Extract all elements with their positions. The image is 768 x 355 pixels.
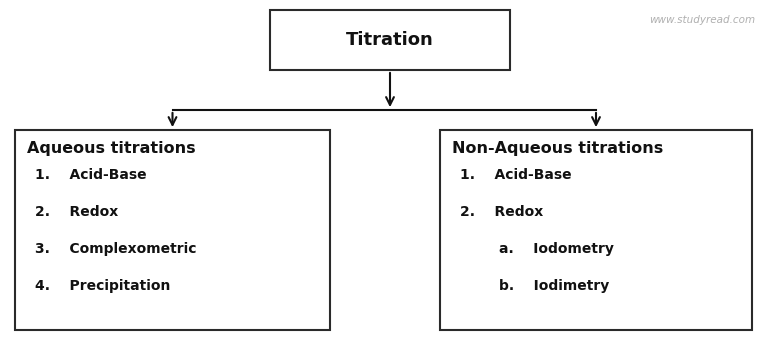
Bar [440,130,752,330]
Text: a.    Iodometry: a. Iodometry [460,242,614,256]
Text: Non-Aqueous titrations: Non-Aqueous titrations [452,141,664,155]
Text: 4.    Precipitation: 4. Precipitation [35,279,170,293]
Text: 1.    Acid-Base: 1. Acid-Base [460,168,571,182]
Text: 3.    Complexometric: 3. Complexometric [35,242,197,256]
Bar [270,10,510,70]
Text: www.studyread.com: www.studyread.com [649,15,755,25]
Text: 2.    Redox: 2. Redox [460,205,543,219]
Text: 1.    Acid-Base: 1. Acid-Base [35,168,147,182]
Bar [15,130,330,330]
Text: b.    Iodimetry: b. Iodimetry [460,279,609,293]
Text: 2.    Redox: 2. Redox [35,205,118,219]
Text: Aqueous titrations: Aqueous titrations [27,141,196,155]
Text: Titration: Titration [346,31,434,49]
